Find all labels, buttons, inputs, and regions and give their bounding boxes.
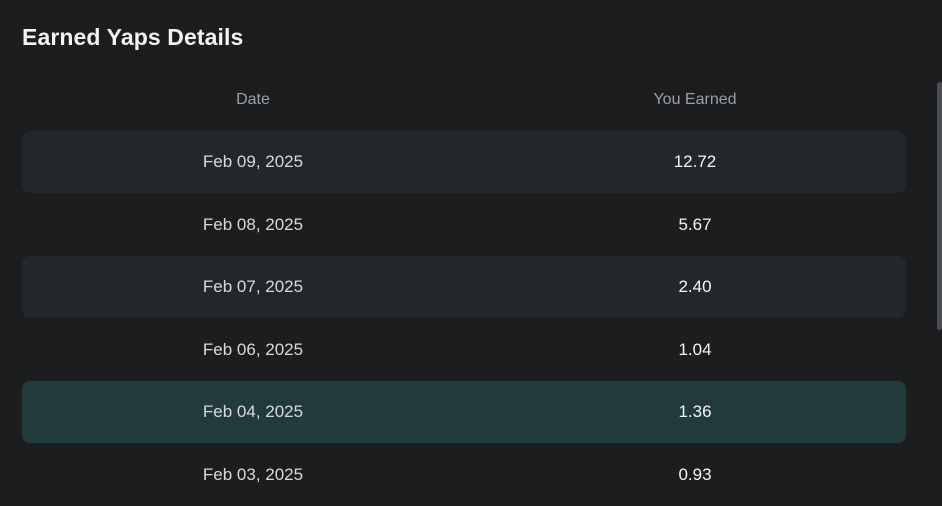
row-date: Feb 07, 2025 xyxy=(202,277,304,296)
table-row: Feb 06, 2025 1.04 xyxy=(22,319,906,381)
row-date: Feb 03, 2025 xyxy=(202,464,304,484)
table-row: Feb 07, 2025 2.40 xyxy=(22,256,906,318)
row-earned: 0.93 xyxy=(678,464,712,484)
row-earned: 2.40 xyxy=(678,277,712,296)
row-date: Feb 08, 2025 xyxy=(202,214,304,234)
row-earned: 1.04 xyxy=(678,339,712,359)
page-title: Earned Yaps Details xyxy=(22,24,244,50)
table-row: Feb 03, 2025 0.93 xyxy=(22,444,906,506)
table-body: Feb 09, 2025 12.72 Feb 08, 2025 5.67 Feb… xyxy=(22,131,906,506)
column-header-date: Date xyxy=(236,91,270,108)
table-row: Feb 08, 2025 5.67 xyxy=(22,194,906,256)
row-date: Feb 06, 2025 xyxy=(202,339,304,359)
row-earned: 5.67 xyxy=(678,214,712,234)
column-header-earned: You Earned xyxy=(653,91,737,108)
table-row: Feb 04, 2025 1.36 xyxy=(22,381,906,443)
table-header-row: Date You Earned xyxy=(22,88,906,112)
row-date: Feb 09, 2025 xyxy=(202,152,304,171)
row-earned: 1.36 xyxy=(678,402,712,421)
row-earned: 12.72 xyxy=(673,152,717,171)
scrollbar[interactable] xyxy=(937,82,942,501)
table-row: Feb 09, 2025 12.72 xyxy=(22,131,906,193)
scrollbar-thumb[interactable] xyxy=(937,82,942,330)
row-date: Feb 04, 2025 xyxy=(202,402,304,421)
